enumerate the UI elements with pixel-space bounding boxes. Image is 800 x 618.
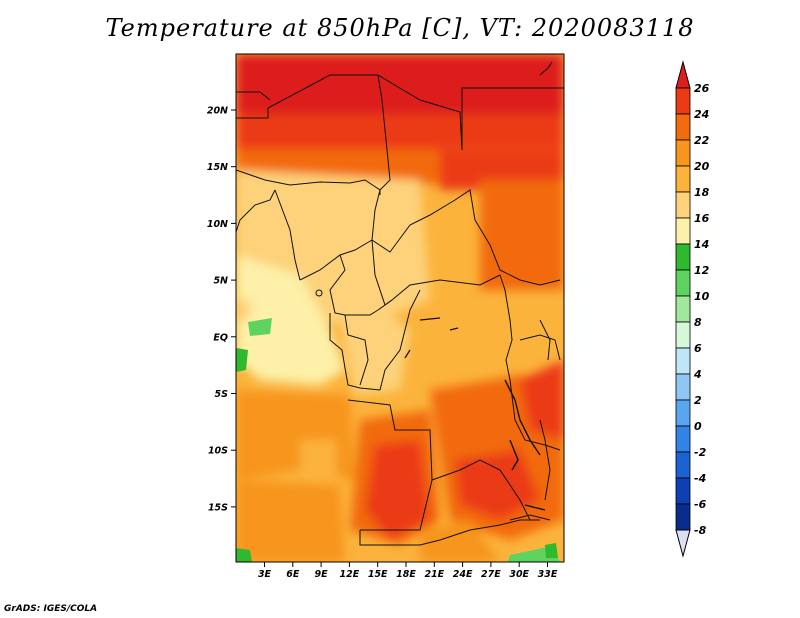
colorbar-label: -4 [694,472,706,485]
lon-tick-label: 30E [509,569,529,580]
chart-title: Temperature at 850hPa [C], VT: 202008311… [105,14,695,42]
lon-tick-label: 3E [258,569,272,580]
temperature-field [236,54,564,562]
colorbar-segment [675,269,691,297]
latitude-axis: 20N 15N 10N 5N EQ 5S 10S 15S [207,106,236,513]
lon-tick-label: 12E [340,569,360,580]
lat-tick-label: 15N [207,162,228,173]
colorbar-label: 26 [694,82,710,95]
colorbar-segment [675,243,691,271]
country-borders [236,61,564,546]
lon-tick-label: 33E [538,569,558,580]
colorbar-top-arrow [675,60,691,89]
lon-tick-label: 15E [368,569,388,580]
colorbar-segment [675,113,691,141]
map-frame [235,53,565,563]
lon-tick-label: 9E [315,569,329,580]
grads-credit: GrADS: IGES/COLA [4,604,98,614]
colorbar-label: 2 [694,394,702,407]
colorbar-label: -8 [694,524,707,537]
colorbar-label: 24 [694,108,709,121]
lat-tick-label: EQ [213,332,228,343]
colorbar-segment [675,165,691,193]
colorbar-segment [675,191,691,219]
colorbar-segment [675,87,691,115]
colorbar-label: 12 [694,264,710,277]
lon-tick-label: 27E [481,569,501,580]
colorbar-segment [675,295,691,323]
colorbar-label: 14 [694,238,709,251]
longitude-axis: 3E 6E 9E 12E 15E 18E 21E 24E 27E 30E 33E [258,562,558,580]
colorbar-label: 20 [694,160,710,173]
colorbar-label: 8 [694,316,702,329]
colorbar-segment [675,477,691,505]
colorbar-label: 18 [694,186,710,199]
lon-tick-label: 18E [396,569,416,580]
colorbar-segment [675,321,691,349]
colorbar-label: 6 [694,342,702,355]
colorbar-label: -6 [694,498,707,511]
colorbar-segment [675,139,691,167]
colorbar-label: -2 [694,446,707,459]
lat-tick-label: 5N [213,276,228,287]
lon-tick-label: 21E [424,569,444,580]
colorbar-segment [675,425,691,453]
colorbar-label: 16 [694,212,710,225]
colorbar-segment [675,373,691,401]
lon-tick-label: 6E [286,569,300,580]
lat-tick-label: 15S [208,502,228,513]
lat-tick-label: 10N [207,219,228,230]
lat-tick-label: 10S [208,446,228,457]
colorbar-label: 4 [693,368,702,381]
colorbar-bottom-arrow [675,529,691,558]
colorbar-label: 0 [694,420,702,433]
colorbar-label: 10 [694,290,710,303]
colorbar-segment [675,451,691,479]
colorbar-segment [675,399,691,427]
colorbar-label: 22 [694,134,710,147]
lat-tick-label: 5S [215,389,229,400]
lat-tick-label: 20N [207,106,228,117]
colorbar-segment [675,347,691,375]
lon-tick-label: 24E [453,569,473,580]
colorbar-segment [675,217,691,245]
colorbar-segment [675,503,691,531]
